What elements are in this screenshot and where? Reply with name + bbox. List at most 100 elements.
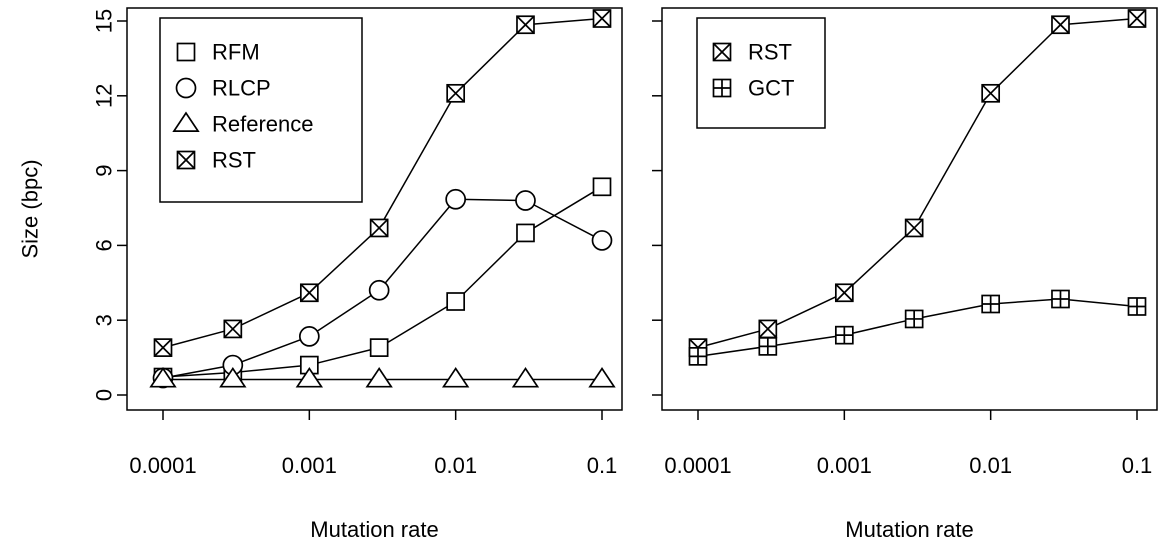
y-tick-label: 9 — [92, 164, 117, 176]
data-point-rst — [981, 83, 1001, 103]
x-tick-label: 0.0001 — [664, 453, 731, 478]
data-point-gct — [1127, 297, 1147, 316]
x-tick-label: 0.01 — [434, 453, 477, 478]
legend-marker-reference — [172, 111, 200, 132]
data-point-gct — [904, 309, 924, 329]
data-point-reference — [588, 367, 616, 388]
series-line-segment-rst — [525, 17, 603, 26]
data-point-rst — [299, 283, 319, 303]
data-point-rst — [516, 15, 535, 35]
legend-marker-rst — [712, 42, 732, 62]
x-axis-title: Mutation rate — [310, 517, 438, 542]
series-line-segment-rst — [697, 328, 769, 349]
series-line-segment-rlcp — [455, 198, 526, 202]
data-point-rfm — [592, 177, 612, 197]
data-point-gct — [834, 325, 854, 345]
legend-label-rst: RST — [748, 40, 792, 65]
plot-frame — [661, 7, 1158, 411]
data-point-rst — [223, 319, 243, 339]
x-tick-label: 0.0001 — [129, 453, 196, 478]
series-line-segment-rfm — [232, 364, 310, 374]
x-axis-title: Mutation rate — [845, 517, 973, 542]
plot-frame — [126, 7, 623, 411]
series-line-segment-gct — [697, 345, 768, 358]
series-line-segment-rst — [232, 292, 310, 330]
data-point-reference — [219, 367, 247, 388]
legend-marker-rst — [176, 150, 196, 170]
data-point-reference — [149, 367, 177, 388]
series-line-segment-gct — [1060, 298, 1138, 308]
series-line-segment-rst — [843, 227, 915, 294]
data-point-rlcp — [515, 190, 536, 211]
data-point-rlcp — [298, 326, 320, 347]
data-point-gct — [758, 337, 778, 356]
y-tick-label: 15 — [92, 9, 117, 33]
series-line-segment-rst — [378, 92, 457, 229]
chart-panel-2: 0.0001 0.001 0.01 0.1 Mutation rate RST GCT — [652, 7, 1158, 542]
legend-label-reference: Reference — [212, 112, 314, 137]
series-line-segment-rlcp — [525, 199, 603, 242]
data-point-reference — [295, 367, 324, 388]
y-axis-title: Size (bpc) — [18, 159, 43, 258]
series-line-segment-rlcp — [378, 198, 457, 291]
data-point-rst — [592, 9, 612, 28]
data-point-gct — [981, 294, 1001, 314]
legend: RST GCT — [696, 17, 826, 129]
series-line-segment-rst — [990, 24, 1062, 94]
series-line-segment-rst — [308, 227, 380, 294]
x-tick-label: 0.001 — [817, 453, 872, 478]
data-point-rst — [758, 319, 778, 339]
legend-box — [696, 17, 826, 129]
legend-label-gct: GCT — [748, 76, 794, 101]
data-point-rlcp — [591, 230, 613, 251]
series-reference — [149, 367, 616, 388]
series-line-segment-gct — [767, 334, 845, 348]
data-point-rlcp — [368, 279, 390, 301]
series-line-segment-rfm — [309, 346, 380, 366]
series-line-segment-rfm — [455, 232, 527, 303]
data-point-reference — [511, 367, 540, 388]
data-point-rfm — [446, 292, 466, 311]
series-line-segment-rst — [162, 328, 234, 349]
series-line-segment-rst — [913, 92, 992, 229]
legend-marker-gct — [712, 78, 732, 98]
legend-marker-rfm — [176, 42, 196, 62]
series-line-segment-rfm — [378, 300, 457, 349]
x-tick-label: 0.1 — [587, 453, 618, 478]
legend: RFM RLCP Reference RST — [159, 17, 363, 203]
series-line-segment-rlcp — [308, 289, 380, 338]
y-tick-label: 0 — [92, 389, 117, 401]
data-point-rst — [834, 283, 854, 303]
series-rst — [153, 9, 612, 357]
legend-label-rlcp: RLCP — [212, 76, 271, 101]
data-point-rlcp — [445, 188, 467, 210]
data-point-reference — [365, 367, 393, 388]
x-tick-label: 0.001 — [282, 453, 337, 478]
data-point-rst — [446, 83, 466, 103]
data-point-reference — [441, 367, 470, 388]
series-gct — [688, 289, 1147, 366]
data-point-rfm — [516, 223, 535, 243]
series-line-segment-gct — [914, 303, 991, 320]
data-point-rfm — [369, 338, 389, 357]
series-line-segment-gct — [844, 318, 915, 336]
series-line-segment-rst — [767, 292, 845, 330]
series-line-segment-rst — [455, 24, 527, 94]
data-point-rst — [1051, 15, 1070, 35]
legend-label-rst: RST — [212, 148, 256, 173]
chart-panel-1: 0.0001 0.001 0.01 0.1 0 3 6 9 12 15 Mutation rate S… — [18, 7, 623, 542]
y-tick-label: 3 — [92, 314, 117, 326]
x-tick-label: 0.1 — [1122, 453, 1153, 478]
series-line-segment-rlcp — [162, 364, 233, 379]
data-point-rst — [369, 218, 389, 238]
y-tick-label: 6 — [92, 239, 117, 251]
legend-marker-rlcp — [175, 77, 197, 99]
legend-label-rfm: RFM — [212, 40, 260, 65]
data-point-gct — [688, 347, 708, 366]
data-point-rst — [904, 218, 924, 238]
series-line-segment-rst — [1060, 17, 1138, 26]
data-point-rst — [1127, 9, 1147, 28]
data-point-rst — [153, 338, 173, 357]
x-tick-label: 0.01 — [969, 453, 1012, 478]
